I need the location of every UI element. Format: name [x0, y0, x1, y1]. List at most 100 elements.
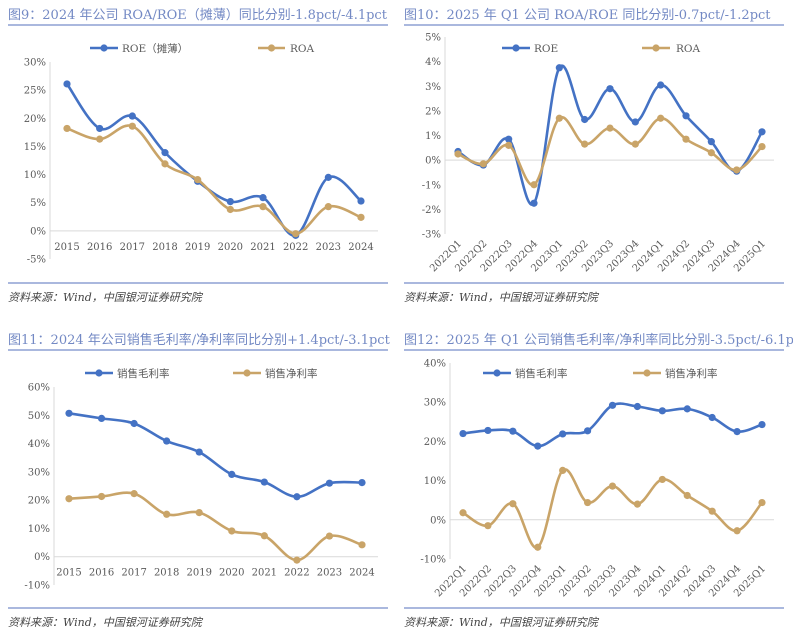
- legend-marker: [652, 44, 660, 52]
- x-tick-label: 2017: [120, 242, 145, 253]
- chart-svg: 5%4%3%2%1%0%-1%-2%-3%2022Q12022Q22022Q32…: [404, 24, 784, 284]
- data-point-series-1: [325, 532, 334, 540]
- data-point-series-0: [657, 81, 665, 89]
- data-point-series-1: [509, 500, 517, 508]
- data-point-series-0: [228, 470, 236, 479]
- x-tick-label: 2021: [252, 568, 277, 579]
- data-point-series-0: [509, 427, 517, 435]
- chart-svg: 60% 50% 40% 30% 20% 10% 0% -10% 2015 2016 2017 2018…: [8, 349, 388, 609]
- data-point-series-1: [259, 203, 267, 211]
- chart-panel-fig12: 图12：2025 年 Q1 公司销售毛利率/净利率同比分别-3.5pct/-6.…: [396, 325, 793, 639]
- legend-label: 销售净利率: [265, 367, 318, 380]
- data-point-series-1: [707, 149, 715, 157]
- y-tick-label: 1%: [425, 131, 441, 142]
- data-point-series-0: [682, 112, 690, 120]
- data-point-series-1: [530, 181, 538, 189]
- x-tick-label: 2022: [283, 242, 308, 253]
- y-tick-label: 30%: [424, 398, 446, 409]
- data-point-series-1: [161, 160, 169, 168]
- data-point-series-1: [555, 114, 563, 122]
- data-point-series-0: [259, 194, 267, 202]
- y-tick-label: 0%: [30, 226, 46, 237]
- y-tick-label: 60%: [28, 383, 50, 394]
- data-point-series-0: [534, 442, 542, 450]
- chart-svg: 30% 25% 20% 15% 10% 5% 0% -5% 2015 2016 2017 2018 20…: [8, 24, 388, 284]
- y-tick-label: 20%: [424, 437, 446, 448]
- y-tick-label: -5%: [27, 255, 46, 266]
- data-point-series-1: [195, 508, 203, 517]
- chart-panel-fig11: 图11：2024 年公司销售毛利率/净利率同比分别+1.4pct/-3.1pct…: [0, 325, 397, 639]
- y-tick-label: 10%: [424, 476, 446, 487]
- data-point-series-0: [758, 128, 766, 136]
- legend-marker: [100, 44, 108, 52]
- y-tick-label: 2%: [425, 106, 441, 117]
- y-tick-label: 10%: [24, 170, 46, 181]
- data-point-series-1: [357, 213, 365, 221]
- y-tick-label: -10%: [24, 581, 50, 592]
- legend-label: 销售净利率: [665, 367, 718, 380]
- y-tick-label: -10%: [420, 555, 446, 566]
- data-point-series-1: [65, 495, 73, 503]
- x-tick-label: 2015: [56, 568, 81, 579]
- legend-label: ROE（摊薄）: [122, 42, 188, 55]
- series-line-0: [68, 412, 363, 499]
- data-point-series-1: [293, 556, 301, 564]
- legend-label: ROE: [534, 43, 558, 55]
- data-point-series-1: [459, 509, 467, 517]
- data-point-series-0: [733, 428, 741, 436]
- x-tick-label: 2022: [284, 568, 309, 579]
- data-point-series-1: [97, 492, 106, 501]
- data-point-series-0: [161, 149, 169, 157]
- y-tick-label: 20%: [24, 114, 46, 125]
- data-point-series-1: [708, 507, 716, 515]
- x-tick-label: 2016: [89, 568, 114, 579]
- data-point-series-0: [581, 115, 589, 124]
- series-line-1: [68, 491, 363, 562]
- chart-panel-fig9: 图9：2024 年公司 ROA/ROE（摊薄）同比分别-1.8pct/-4.1p…: [0, 0, 397, 314]
- x-tick-label: 2024: [348, 242, 373, 253]
- data-point-series-1: [608, 482, 617, 490]
- data-point-series-0: [260, 478, 268, 486]
- data-point-series-1: [682, 135, 690, 143]
- x-tick-label: 2024: [349, 568, 374, 579]
- legend-marker: [267, 44, 276, 52]
- data-point-series-0: [555, 64, 563, 72]
- x-tick-label: 2015: [54, 242, 79, 253]
- y-tick-label: 15%: [24, 142, 46, 153]
- data-point-series-0: [505, 135, 513, 143]
- x-tick-label: 2018: [154, 568, 179, 579]
- data-point-series-1: [128, 122, 136, 130]
- data-point-series-1: [534, 543, 542, 551]
- chart-title: 图12：2025 年 Q1 公司销售毛利率/净利率同比分别-3.5pct/-6.…: [404, 333, 793, 348]
- y-tick-label: -2%: [422, 205, 441, 216]
- chart-panel-fig10: 图10：2025 年 Q1 公司 ROA/ROE 同比分别-0.7pct/-1.…: [396, 0, 793, 314]
- x-tick-label: 2016: [87, 242, 112, 253]
- data-point-series-0: [633, 402, 642, 411]
- data-point-series-0: [530, 199, 538, 207]
- source-note: 资料来源：Wind，中国银河证券研究院: [8, 291, 202, 304]
- y-tick-label: 5%: [425, 33, 441, 44]
- data-point-series-0: [608, 401, 617, 409]
- data-point-series-1: [228, 527, 236, 535]
- y-tick-label: 40%: [28, 439, 50, 450]
- legend-label: ROA: [676, 43, 701, 55]
- data-point-series-1: [324, 203, 332, 211]
- data-point-series-0: [226, 197, 234, 206]
- data-point-series-0: [130, 419, 138, 428]
- data-point-series-1: [484, 522, 492, 530]
- data-point-series-0: [683, 405, 691, 413]
- x-tick-label: 2020: [218, 242, 243, 253]
- source-note: 资料来源：Wind，中国银河证券研究院: [404, 291, 598, 304]
- y-tick-label: 50%: [28, 411, 50, 422]
- data-point-series-0: [631, 118, 639, 126]
- series-line-1: [462, 468, 764, 549]
- legend-label: 销售毛利率: [515, 367, 568, 380]
- legend-marker: [493, 369, 501, 377]
- data-point-series-0: [324, 173, 332, 181]
- x-tick-label: 2023: [317, 568, 342, 579]
- y-tick-label: 30%: [24, 58, 46, 69]
- data-point-series-1: [130, 490, 138, 498]
- y-tick-label: 10%: [28, 524, 50, 535]
- y-tick-label: 3%: [425, 82, 441, 93]
- y-tick-label: 0%: [425, 156, 441, 167]
